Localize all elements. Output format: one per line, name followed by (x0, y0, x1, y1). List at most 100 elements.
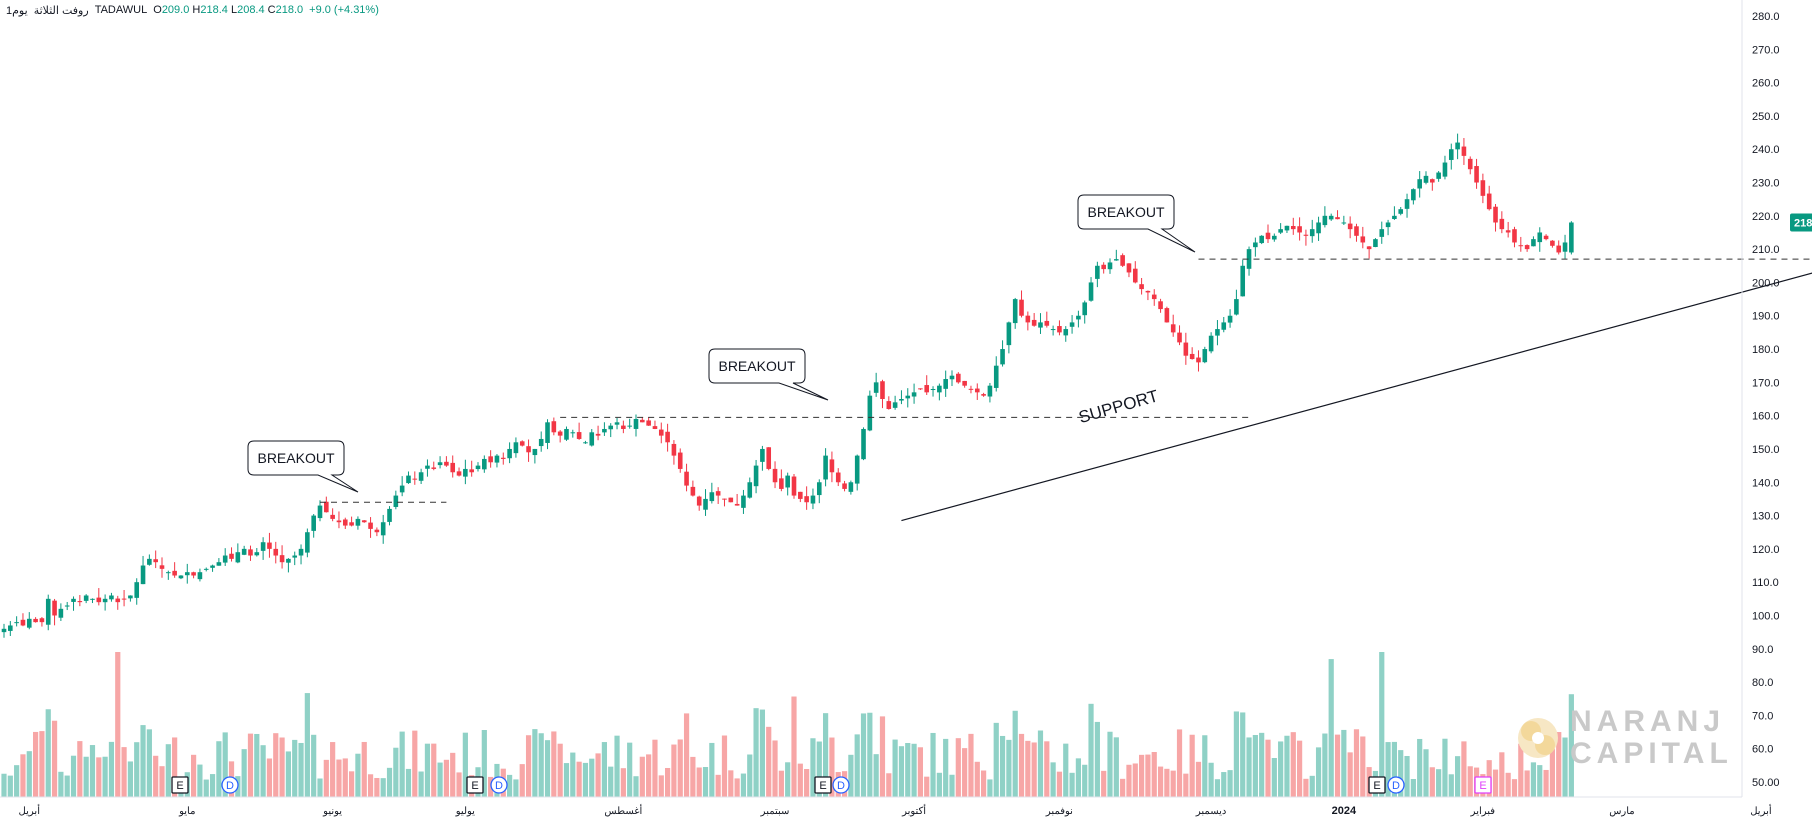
volume-bar (1448, 774, 1454, 797)
volume-bar (1050, 762, 1056, 797)
candle-body (658, 429, 664, 436)
volume-bar (589, 758, 595, 797)
candle-body (1221, 322, 1227, 330)
candle-body (1467, 158, 1473, 170)
candle-body (1562, 242, 1568, 252)
volume-bar (1271, 758, 1277, 797)
y-tick-label: 190.0 (1752, 311, 1780, 323)
candle-body (1417, 179, 1422, 189)
volume-bar (525, 735, 532, 797)
volume-bar (1315, 747, 1322, 797)
candle-body (911, 392, 917, 397)
candle-body (222, 555, 228, 563)
candle-body (589, 432, 595, 446)
x-tick-label: أكتوبر (901, 804, 926, 817)
y-tick-label: 250.0 (1752, 111, 1780, 123)
volume-bar (1568, 694, 1574, 797)
candle-body (96, 597, 102, 603)
candle-body (115, 598, 121, 603)
earnings-marker[interactable]: E (814, 776, 832, 794)
y-tick-label: 210.0 (1752, 244, 1780, 256)
legend-open: 209.0 (161, 4, 190, 16)
candle-body (1, 628, 7, 633)
dividend-marker[interactable]: D (1387, 776, 1405, 794)
volume-bar (1379, 652, 1385, 797)
breakout-callout[interactable]: BREAKOUT (1077, 194, 1196, 253)
volume-bar (608, 766, 614, 797)
volume-bar (639, 756, 645, 797)
candle-body (33, 618, 38, 623)
candle-body (880, 381, 885, 399)
volume-bar (266, 758, 273, 797)
y-tick-label: 70.0 (1752, 710, 1773, 722)
candle-body (930, 389, 936, 391)
volume-bar (785, 762, 791, 797)
dividend-marker[interactable]: D (490, 776, 508, 794)
candle-body (1385, 222, 1391, 228)
volume-bar (336, 759, 342, 797)
candle-body (399, 485, 405, 493)
candle-body (1132, 268, 1138, 283)
volume-bar (823, 713, 829, 797)
volume-bar (1075, 758, 1081, 797)
breakout-callout[interactable]: BREAKOUT (247, 440, 359, 493)
y-tick-label: 270.0 (1752, 44, 1780, 56)
candle-body (431, 467, 437, 469)
candle-body (1430, 179, 1435, 183)
candle-body (437, 462, 443, 466)
volume-bar (83, 756, 89, 797)
candle-body (273, 548, 279, 556)
candle-body (715, 491, 721, 496)
candle-body (210, 565, 215, 568)
earnings-marker[interactable]: E (1368, 776, 1386, 794)
candle-body (1088, 282, 1094, 301)
volume-bar (715, 774, 721, 797)
candle-body (873, 382, 879, 393)
candle-body (538, 438, 544, 447)
watermark-line1: NARANJ (1570, 705, 1726, 738)
candle-body (1177, 332, 1182, 343)
volume-bar (582, 762, 589, 797)
candle-body (330, 514, 335, 519)
earnings-marker[interactable]: E (466, 776, 484, 794)
earnings-marker[interactable]: E (1474, 776, 1492, 794)
candle-body (1057, 326, 1062, 333)
dividend-marker[interactable]: D (832, 776, 850, 794)
candle-body (747, 482, 753, 498)
breakout-callout[interactable]: BREAKOUT (708, 348, 829, 401)
volume-bar (450, 752, 456, 797)
candle-body (418, 472, 424, 481)
dividend-marker[interactable]: D (221, 776, 239, 794)
x-tick-label: مارس (1609, 806, 1634, 817)
candle-body (1379, 229, 1385, 237)
candle-body (823, 455, 828, 480)
volume-bar (563, 763, 570, 797)
volume-bar (1353, 729, 1360, 797)
candle-body (867, 395, 873, 431)
volume-bar (665, 767, 671, 797)
candle-body (153, 559, 158, 563)
breakout-label: BREAKOUT (257, 450, 334, 466)
volume-bar (772, 740, 778, 797)
candle-body (1050, 329, 1056, 331)
candle-body (1215, 329, 1220, 336)
candle-body (1246, 249, 1252, 269)
volume-bar (1303, 778, 1309, 797)
volume-bar (431, 743, 437, 797)
candle-body (905, 395, 911, 399)
support-trendline[interactable] (901, 246, 1812, 522)
volume-bar (1290, 732, 1296, 797)
candle-body (380, 522, 386, 536)
legend-symbol-name[interactable]: روفت الثلاثة (33, 5, 89, 17)
candle-body (1272, 235, 1277, 240)
candle-body (532, 448, 538, 456)
earnings-marker[interactable]: E (171, 776, 189, 794)
candle-body (741, 495, 746, 508)
volume-bar (443, 759, 449, 797)
candle-body (785, 475, 790, 488)
volume-bar (892, 739, 898, 797)
candle-body (1114, 259, 1119, 261)
